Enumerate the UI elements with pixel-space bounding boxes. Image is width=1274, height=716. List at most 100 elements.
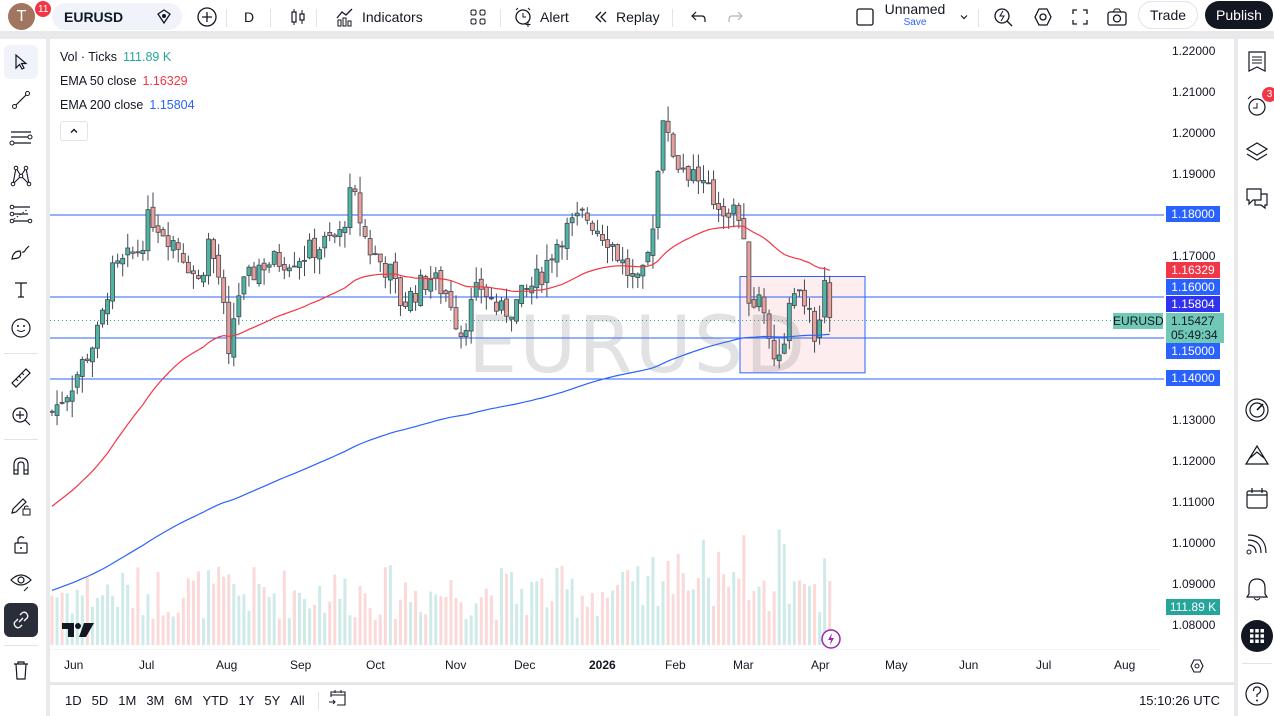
notifications-button[interactable] [1240, 573, 1274, 607]
range-6m[interactable]: 6M [174, 693, 193, 708]
level-tag-1-18[interactable]: 1.18000 [1166, 206, 1220, 222]
pattern-tool[interactable] [4, 159, 38, 193]
object-tree-button[interactable] [1240, 135, 1274, 169]
notification-badge: 11 [35, 1, 52, 17]
templates-button[interactable] [462, 3, 494, 31]
price-axis-label: 1.20000 [1172, 126, 1216, 140]
remove-drawings-tool[interactable] [4, 653, 38, 687]
range-1d[interactable]: 1D [65, 693, 82, 708]
level-tag-1-14[interactable]: 1.14000 [1166, 370, 1220, 386]
plus-circle-icon [197, 7, 217, 27]
apps-grid-icon [1241, 620, 1273, 652]
alert-button[interactable]: Alert [506, 3, 575, 31]
legend-ema50[interactable]: EMA 50 close 1.16329 [60, 74, 188, 88]
range-5d[interactable]: 5D [91, 693, 109, 708]
horizontal-lines-tool[interactable] [4, 121, 38, 155]
chevron-down-icon [960, 15, 968, 20]
lightning-icon [821, 629, 841, 649]
go-to-date-button[interactable] [327, 688, 349, 713]
rewind-icon [595, 11, 607, 23]
trend-line-tool[interactable] [4, 83, 38, 117]
magnet-tool[interactable] [4, 449, 38, 483]
screener-button[interactable] [1240, 393, 1274, 427]
level-tag-1-15[interactable]: 1.15000 [1166, 343, 1220, 359]
current-price-tag: 1.15427 05:49:34 [1166, 313, 1224, 343]
range-1m[interactable]: 1M [118, 693, 137, 708]
range-ytd[interactable]: YTD [202, 693, 229, 708]
trade-button[interactable]: Trade [1138, 1, 1198, 29]
chart-legend: Vol · Ticks 111.89 K EMA 50 close 1.16329 … [60, 45, 195, 141]
range-1y[interactable]: 1Y [238, 693, 255, 708]
sync-drawings-tool[interactable] [4, 603, 38, 637]
chevron-up-icon [70, 128, 78, 133]
symbol-search[interactable]: EURUSD [52, 3, 182, 30]
tv-logo-icon [62, 623, 94, 637]
legend-volume[interactable]: Vol · Ticks 111.89 K [60, 50, 172, 64]
lock-all-tool[interactable] [4, 527, 38, 561]
collapse-legend-button[interactable] [60, 121, 88, 141]
zoom-in-tool[interactable] [4, 399, 38, 433]
pine-button[interactable] [1240, 437, 1274, 471]
brush-tool[interactable] [4, 235, 38, 269]
range-all[interactable]: All [290, 693, 305, 708]
hide-drawings-tool[interactable] [4, 565, 38, 599]
cursor-tool[interactable] [4, 45, 38, 79]
products-button[interactable] [1240, 619, 1274, 653]
calendar-button[interactable] [1240, 481, 1274, 515]
legend-ema200[interactable]: EMA 200 close 1.15804 [60, 98, 195, 112]
chart-type-button[interactable] [282, 3, 314, 31]
emoji-tool[interactable] [4, 311, 38, 345]
ema200-price-tag: 1.15804 [1166, 296, 1220, 312]
price-axis-label: 1.08000 [1172, 618, 1216, 632]
clock-utc[interactable]: 15:10:26 UTC [1139, 693, 1220, 708]
watchlist-button[interactable] [1240, 45, 1274, 79]
user-avatar[interactable]: T 11 [8, 1, 52, 30]
redo-button[interactable] [720, 3, 750, 31]
events-marker[interactable] [821, 629, 841, 654]
publish-button[interactable]: Publish [1205, 1, 1273, 29]
gear-hex-icon [1034, 8, 1052, 26]
snapshot-button[interactable] [1100, 3, 1134, 31]
help-button[interactable] [1240, 677, 1274, 711]
layout-menu-button[interactable] [952, 3, 976, 31]
time-axis-label: Dec [514, 658, 536, 672]
news-feed-button[interactable] [1240, 527, 1274, 561]
pattern-icon [10, 165, 32, 187]
diamond-icon[interactable] [154, 7, 174, 30]
indicators-button[interactable]: Indicators [328, 3, 429, 31]
replay-button[interactable]: Replay [586, 3, 666, 31]
quick-search-button[interactable] [986, 3, 1020, 31]
level-tag-1-16[interactable]: 1.16000 [1166, 279, 1220, 295]
price-axis-label: 1.11000 [1172, 495, 1215, 509]
tradingview-logo[interactable] [62, 621, 94, 644]
interval-button[interactable]: D [244, 9, 255, 25]
add-symbol-button[interactable] [190, 3, 224, 31]
chat-bubbles-icon [1246, 188, 1268, 210]
chat-button[interactable] [1240, 181, 1274, 215]
measure-tool[interactable] [4, 361, 38, 395]
top-toolbar: T 11 EURUSD D Indicators Alert Replay [0, 0, 1274, 35]
range-5y[interactable]: 5Y [264, 693, 281, 708]
drawing-toolbar [0, 39, 46, 716]
lock-drawings-tool[interactable] [4, 489, 38, 523]
ema50-price-tag: 1.16329 [1166, 262, 1220, 278]
undo-button[interactable] [684, 3, 714, 31]
layout-toggle-button[interactable] [848, 3, 882, 31]
symbol-name: EURUSD [64, 8, 124, 25]
save-link[interactable]: Save [903, 17, 927, 28]
range-3m[interactable]: 3M [146, 693, 165, 708]
settings-button[interactable] [1026, 3, 1060, 31]
fib-tool[interactable] [4, 197, 38, 231]
axis-settings-button[interactable] [1189, 658, 1205, 679]
chart-pane[interactable]: EURUSD Vol · Ticks 111.89 K EMA 50 close 1… [50, 39, 1234, 682]
gear-hex-icon [1190, 659, 1204, 673]
help-icon [1245, 682, 1269, 706]
alerts-button[interactable]: 3 [1240, 87, 1274, 123]
price-chart-canvas[interactable] [50, 39, 1234, 682]
text-tool[interactable] [4, 273, 38, 307]
layout-name-button[interactable]: Unnamed Save [880, 1, 950, 29]
alarm-clock-icon [1247, 95, 1266, 116]
price-axis-label: 1.13000 [1172, 413, 1216, 427]
fullscreen-button[interactable] [1064, 3, 1096, 31]
smiley-icon [11, 318, 31, 338]
